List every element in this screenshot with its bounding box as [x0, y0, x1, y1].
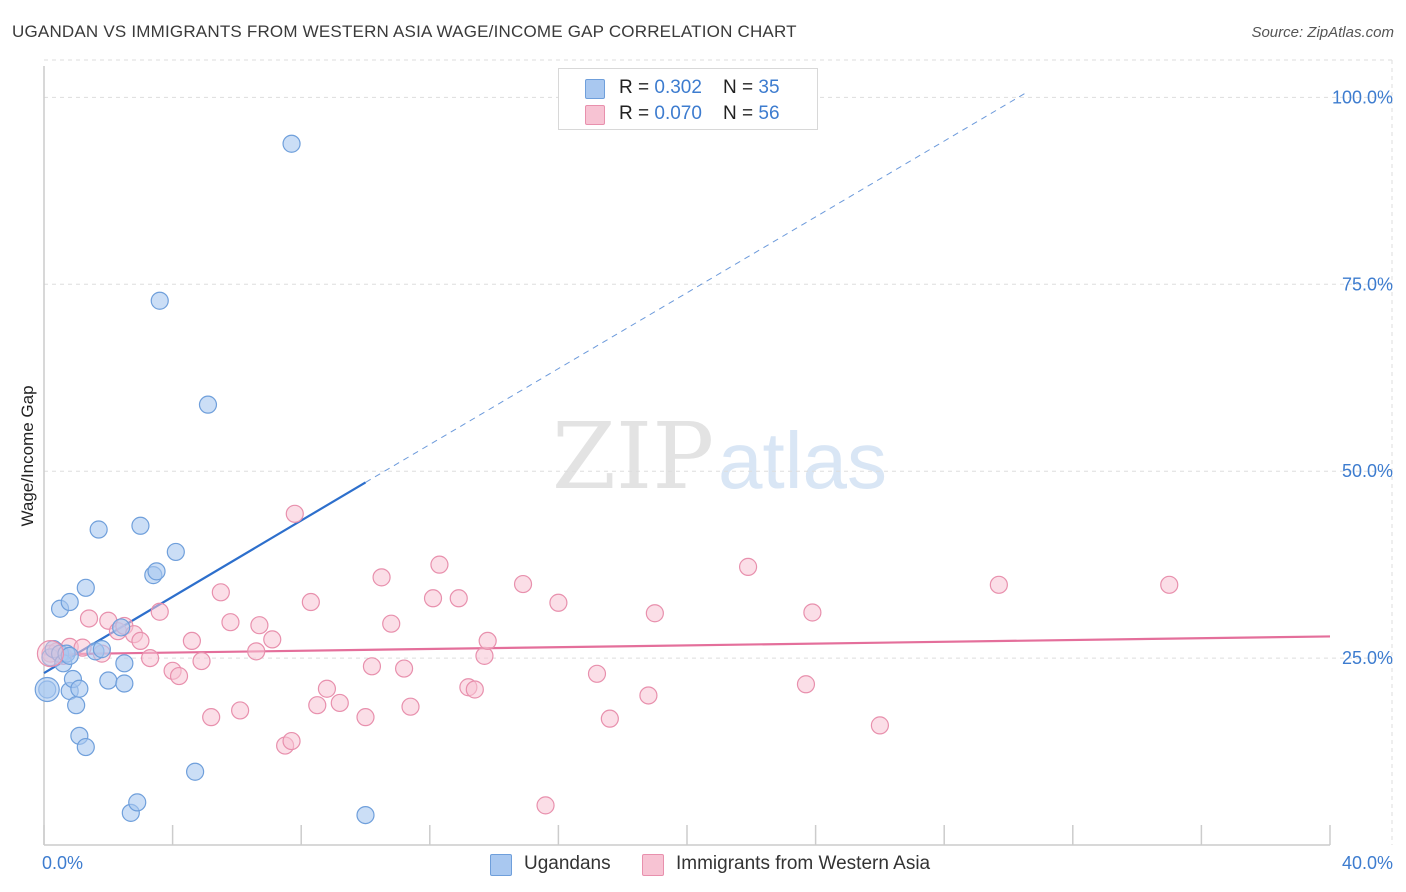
point-western-asia: [150, 602, 169, 621]
chart-title: UGANDAN VS IMMIGRANTS FROM WESTERN ASIA …: [12, 22, 797, 41]
point-western-asia: [362, 657, 382, 676]
point-western-asia: [803, 603, 822, 622]
bottom-legend-swatch-western-asia: [642, 854, 664, 876]
point-western-asia: [796, 675, 816, 694]
point-ugandans: [198, 395, 218, 414]
point-western-asia: [231, 701, 250, 720]
point-western-asia: [79, 609, 99, 628]
point-western-asia: [330, 693, 349, 713]
point-ugandans: [282, 134, 301, 153]
grid-lines: [44, 59, 1393, 845]
point-western-asia: [989, 575, 1008, 594]
point-western-asia: [221, 613, 240, 632]
point-western-asia: [587, 664, 607, 683]
y-tick-label: 100.0%: [1332, 87, 1393, 107]
y-tick-label: 25.0%: [1342, 648, 1393, 668]
point-western-asia: [1160, 575, 1179, 594]
point-ugandans: [115, 654, 134, 673]
point-western-asia: [645, 604, 664, 623]
point-ugandans: [150, 291, 169, 310]
point-ugandans: [166, 542, 185, 562]
legend-stats-western-asia: R = 0.070 N = 56: [619, 103, 780, 124]
point-ugandans: [186, 762, 205, 781]
point-western-asia: [536, 796, 555, 815]
y-tick-label: 50.0%: [1342, 461, 1393, 481]
x-tick-label-min: 0.0%: [42, 853, 83, 873]
trend-line-western-asia: [43, 635, 1331, 656]
point-western-asia: [401, 697, 420, 716]
point-western-asia: [308, 696, 327, 715]
point-western-asia: [250, 616, 269, 635]
point-western-asia: [356, 708, 375, 727]
watermark-atlas: atlas: [718, 416, 887, 505]
y-tick-label: 75.0%: [1342, 274, 1393, 294]
x-tick-label-max: 40.0%: [1342, 853, 1393, 873]
point-western-asia: [738, 557, 758, 576]
point-ugandans: [76, 737, 95, 757]
point-western-asia: [549, 593, 568, 612]
point-ugandans: [70, 679, 89, 698]
point-ugandans: [67, 696, 86, 715]
point-western-asia: [449, 589, 468, 608]
point-ugandans: [99, 671, 118, 690]
point-ugandans: [89, 520, 108, 539]
point-western-asia: [263, 630, 282, 649]
bottom-legend-swatch-ugandans: [490, 854, 512, 876]
axes: [43, 66, 1331, 846]
point-western-asia: [285, 504, 304, 523]
point-western-asia: [870, 716, 890, 735]
point-western-asia: [211, 583, 230, 602]
point-western-asia-large: [36, 640, 65, 668]
legend-swatch-western-asia: [585, 105, 605, 125]
point-western-asia: [169, 666, 189, 686]
point-western-asia: [192, 651, 211, 671]
point-ugandans: [76, 578, 95, 597]
tick-labels: 25.0% 50.0% 75.0% 100.0% 0.0% 40.0%: [42, 87, 1393, 873]
point-ugandans: [60, 646, 79, 665]
point-western-asia: [247, 642, 266, 661]
point-western-asia: [394, 659, 414, 678]
point-ugandans: [128, 793, 147, 812]
point-western-asia: [423, 589, 443, 608]
legend-swatch-ugandans: [585, 79, 605, 99]
point-western-asia: [475, 646, 494, 665]
point-ugandans: [112, 618, 131, 637]
legend-stats-ugandans: R = 0.302 N = 35: [619, 77, 780, 98]
point-western-asia: [478, 631, 497, 651]
bottom-legend-label-western-asia: Immigrants from Western Asia: [676, 853, 931, 874]
data-points: [34, 134, 1179, 825]
source-label: Source: ZipAtlas.com: [1251, 24, 1394, 41]
watermark: ZIP atlas: [552, 403, 887, 510]
point-western-asia: [372, 568, 391, 587]
point-western-asia: [513, 574, 533, 594]
point-ugandans: [60, 592, 79, 612]
point-western-asia: [131, 631, 150, 651]
point-western-asia: [301, 592, 320, 612]
point-western-asia: [430, 555, 449, 574]
point-western-asia: [202, 708, 221, 727]
bottom-legend-label-ugandans: Ugandans: [524, 853, 611, 874]
point-western-asia: [282, 731, 301, 751]
point-ugandans-large: [34, 676, 60, 703]
point-ugandans: [356, 805, 375, 825]
correlation-legend: R = 0.302 N = 35 R = 0.070 N = 56: [558, 68, 818, 130]
point-western-asia: [140, 648, 160, 668]
point-western-asia: [182, 631, 201, 651]
watermark-zip: ZIP: [552, 403, 714, 510]
point-western-asia: [317, 679, 337, 698]
point-western-asia: [600, 709, 619, 728]
trend-lines: [43, 93, 1331, 674]
point-western-asia: [382, 614, 401, 633]
point-western-asia: [639, 686, 658, 705]
point-ugandans: [92, 640, 111, 659]
point-ugandans: [147, 562, 166, 581]
point-western-asia: [465, 680, 484, 699]
y-axis-label: Wage/Income Gap: [18, 385, 37, 526]
point-ugandans: [115, 674, 134, 693]
point-ugandans: [131, 516, 150, 535]
